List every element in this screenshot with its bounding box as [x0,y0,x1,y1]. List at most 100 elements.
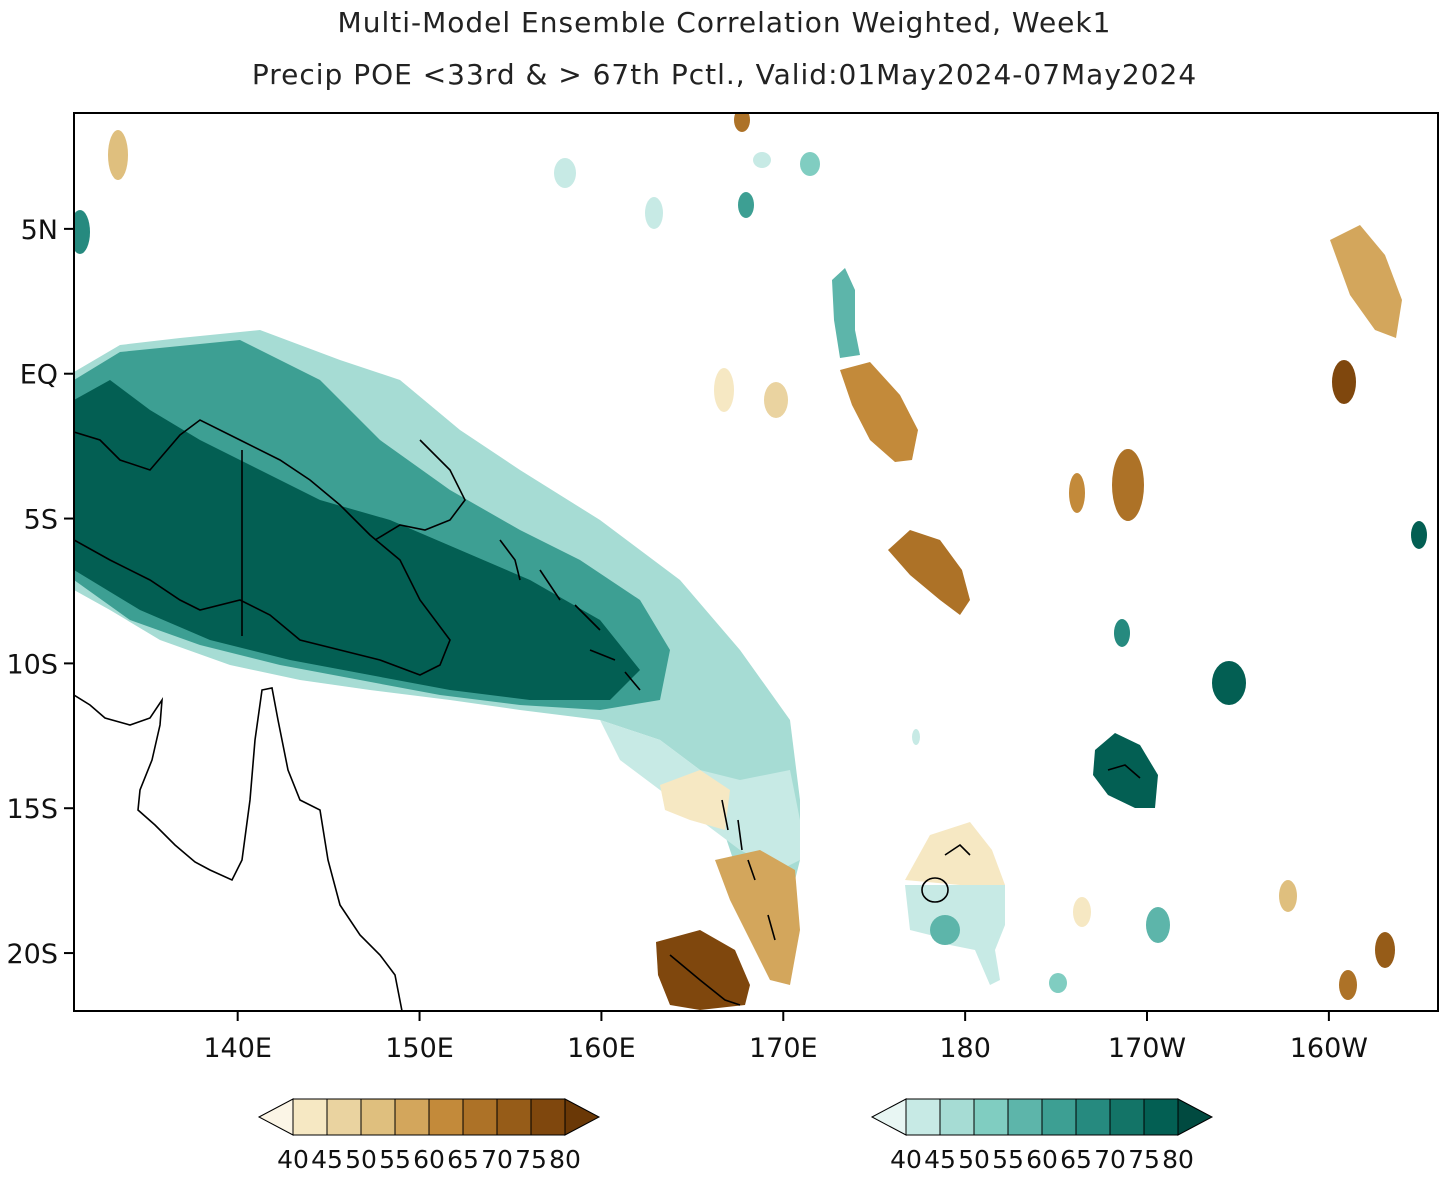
colorbar-label: 55 [379,1145,411,1174]
colorbar-swatch [326,1098,362,1136]
colorbar-below-normal: 40 45 50 55 60 65 70 75 80 [257,1098,601,1174]
below-normal-region [656,930,750,1010]
colorbar-label: 40 [890,1145,922,1174]
colorbar-label: 80 [549,1145,581,1174]
lat-tick-label: 10S [7,649,59,680]
below-normal-blob [1069,473,1085,513]
probability-shading [74,113,1427,1010]
below-normal-blob [734,113,750,132]
colorbar-swatch [496,1098,532,1136]
colorbar-label: 65 [1060,1145,1092,1174]
above-normal-region-core [74,380,640,700]
colorbar-swatch [292,1098,328,1136]
below-normal-region [840,362,918,462]
new-guinea-coastline [74,419,451,676]
below-normal-region [715,850,800,985]
chart-subtitle: Precip POE <33rd & > 67th Pctl., Valid:0… [251,58,1198,91]
lon-axis: 140E 150E 160E 170E 180 170W 160W [203,1011,1368,1064]
new-caledonia [669,954,741,1006]
colorbar-swatch [462,1098,498,1136]
colorbar-label: 60 [413,1145,445,1174]
colorbar-swatch [360,1098,396,1136]
coastlines [74,419,1141,1011]
lon-tick-label: 150E [385,1033,454,1064]
colorbar-label: 80 [1162,1145,1194,1174]
fiji-island [921,877,949,903]
colorbar-label: 60 [1026,1145,1058,1174]
lat-tick-label: 5S [24,505,58,536]
below-normal-blob [108,130,128,180]
colorbar-swatch [905,1098,941,1136]
colorbar-swatch [973,1098,1009,1136]
colorbar-swatch [939,1098,975,1136]
lon-tick-label: 170W [1108,1033,1186,1064]
below-normal-blob [764,382,788,418]
colorbar-label: 75 [1128,1145,1160,1174]
colorbar-label: 45 [924,1145,956,1174]
colorbar-swatch [1041,1098,1077,1136]
solomon-islands [499,539,641,691]
below-normal-blob [714,368,734,412]
above-normal-blob [738,192,754,218]
above-normal-blob [1146,907,1170,943]
lat-tick-label: 15S [7,794,59,825]
below-normal-region [905,822,1005,885]
colorbar-swatch [1007,1098,1043,1136]
below-normal-blob [1332,360,1356,404]
lon-tick-label: 160E [567,1033,636,1064]
lat-tick-label: EQ [20,360,58,391]
above-normal-blob [1411,521,1427,549]
colorbar-label: 40 [277,1145,309,1174]
colorbar-label: 70 [481,1145,513,1174]
colorbar-swatch [394,1098,430,1136]
above-normal-blob [800,152,820,176]
lon-tick-label: 160W [1290,1033,1368,1064]
australia-coastline [74,687,403,1011]
vanuatu-islands [721,799,776,941]
above-normal-blob [554,158,576,188]
colorbar-label: 55 [992,1145,1024,1174]
colorbar-swatch [1075,1098,1111,1136]
colorbar-arrow-right [564,1098,601,1136]
fiji-island [944,843,971,856]
above-normal-blob [1212,661,1246,705]
below-normal-region [660,770,730,830]
colorbar-swatch [1109,1098,1145,1136]
colorbar-arrow-left [870,1098,907,1136]
above-normal-blob [912,729,920,745]
lon-tick-label: 170E [749,1033,818,1064]
lat-axis: 5N EQ 5S 10S 15S 20S [7,215,74,970]
colorbar-arrow-left [257,1098,294,1136]
colorbar-above-normal: 40 45 50 55 60 65 70 75 80 [870,1098,1214,1174]
above-normal-blob [1049,973,1067,993]
colorbar-label: 65 [447,1145,479,1174]
lon-tick-label: 180 [939,1033,991,1064]
map-frame [73,112,1439,1012]
colorbar-arrow-right [1177,1098,1214,1136]
above-normal-blob [753,152,771,168]
above-normal-blob [645,197,663,229]
chart-title: Multi-Model Ensemble Correlation Weighte… [337,6,1112,39]
above-normal-blob [930,915,960,945]
colorbar-swatch [428,1098,464,1136]
lon-tick-label: 140E [203,1033,272,1064]
colorbar-label: 50 [958,1145,990,1174]
below-normal-blob [1375,932,1395,968]
above-normal-region [832,268,860,358]
colorbar-label: 45 [311,1145,343,1174]
below-normal-region [1330,225,1402,338]
below-normal-blob [1339,970,1357,1000]
above-normal-blob [1114,619,1130,647]
above-normal-region [1093,733,1158,808]
lat-tick-label: 20S [7,939,59,970]
below-normal-blob [1112,449,1144,521]
below-normal-blob [1073,897,1091,927]
colorbar-label: 50 [345,1145,377,1174]
colorbar-label: 70 [1094,1145,1126,1174]
colorbar-swatch [530,1098,566,1136]
below-normal-region [888,530,970,615]
lat-tick-label: 5N [21,215,58,246]
samoa-island [1107,764,1141,779]
colorbar-label: 75 [515,1145,547,1174]
